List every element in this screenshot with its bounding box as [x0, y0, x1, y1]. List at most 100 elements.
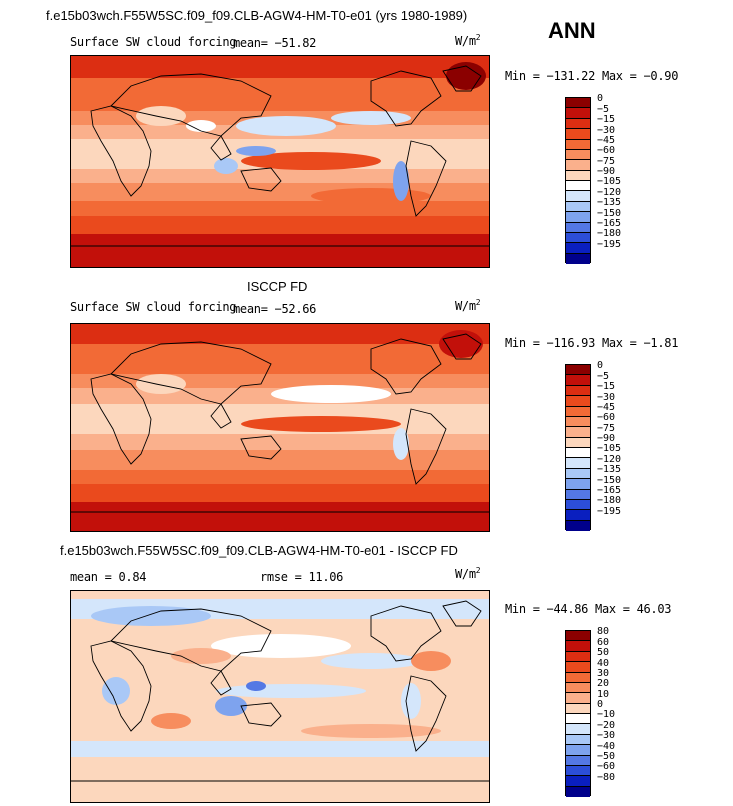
colorbar-diff-label: −80 — [597, 771, 616, 783]
colorbar-model-swatch — [566, 253, 590, 264]
colorbar-diff-swatch — [566, 776, 590, 787]
colorbar-obs-label: 0 — [597, 360, 604, 372]
colorbar-obs-label: −5 — [597, 370, 610, 382]
colorbar-diff-swatch — [566, 631, 590, 642]
season-label: ANN — [548, 18, 596, 43]
colorbar-obs-label: −90 — [597, 433, 616, 444]
colorbar-diff-label: 80 — [597, 626, 610, 638]
colorbar-obs-label: −45 — [597, 401, 616, 413]
panel-model-minmax: Min = −131.22 Max = −0.90 — [505, 69, 679, 83]
panel-model-units: W/m2 — [455, 33, 481, 48]
colorbar-obs-swatch — [566, 365, 590, 376]
panel-obs-variable: Surface SW cloud forcing — [70, 300, 237, 314]
colorbar-diff-label: −50 — [597, 750, 616, 762]
colorbar-model-swatch — [566, 98, 590, 109]
colorbar-model-label: −5 — [597, 103, 610, 115]
panel-diff-mean: mean = 0.84 — [70, 570, 147, 584]
panel-model-variable: Surface SW cloud forcing — [70, 35, 237, 49]
colorbar-diff-swatch — [566, 641, 590, 652]
colorbar-model-swatch — [566, 191, 590, 202]
colorbar-obs-swatch — [566, 448, 590, 459]
colorbar-diff-label: −20 — [597, 719, 616, 731]
map-diff-field — [71, 591, 489, 802]
colorbar-obs-cells — [566, 365, 590, 531]
colorbar-obs-swatch — [566, 458, 590, 469]
colorbar-model-label: −195 — [597, 238, 622, 250]
colorbar-diff-label: 30 — [597, 667, 610, 679]
colorbar-model-swatch — [566, 232, 590, 244]
panel-diff-rmse: rmse = 11.06 — [260, 570, 344, 584]
colorbar-diff-swatch — [566, 765, 590, 777]
colorbar-diff-label: 50 — [597, 647, 610, 659]
colorbar-obs-swatch — [566, 406, 590, 417]
panel-diff-units: W/m2 — [455, 566, 481, 581]
colorbar-diff-label: 20 — [597, 678, 610, 690]
colorbar-model-swatch — [566, 160, 590, 171]
colorbar-model — [565, 97, 591, 264]
colorbar-model-label: −15 — [597, 114, 616, 126]
colorbar-model-swatch — [566, 170, 590, 181]
colorbar-model-swatch — [566, 118, 590, 130]
colorbar-model-swatch — [566, 222, 590, 233]
colorbar-model-label: −90 — [597, 166, 616, 177]
colorbar-diff-label: −60 — [597, 761, 616, 773]
colorbar-diff-swatch — [566, 672, 590, 683]
colorbar-diff-swatch — [566, 651, 590, 663]
colorbar-obs-swatch — [566, 520, 590, 531]
colorbar-obs-label: −195 — [597, 505, 622, 517]
colorbar-diff-swatch — [566, 755, 590, 766]
colorbar-diff — [565, 630, 591, 797]
colorbar-obs-label: −165 — [597, 484, 622, 496]
colorbar-obs-label: −135 — [597, 464, 622, 476]
map-obs-field — [71, 324, 489, 531]
colorbar-diff-label: 60 — [597, 636, 610, 648]
colorbar-model-label: −105 — [597, 176, 622, 188]
colorbar-model-label: −150 — [597, 207, 622, 219]
colorbar-diff-swatch — [566, 734, 590, 746]
map-diff — [70, 590, 490, 803]
colorbar-obs-label: −180 — [597, 495, 622, 507]
map-model — [70, 55, 490, 268]
panel-obs-title: ISCCP FD — [247, 279, 308, 294]
colorbar-model-label: −135 — [597, 197, 622, 209]
colorbar-model-label: −30 — [597, 124, 616, 136]
colorbar-diff-label: 0 — [597, 699, 604, 710]
colorbar-model-label: −75 — [597, 155, 616, 167]
colorbar-model-label: −45 — [597, 134, 616, 146]
colorbar-obs — [565, 364, 591, 531]
map-model-field — [71, 56, 489, 267]
colorbar-obs-label: −60 — [597, 412, 616, 424]
colorbar-diff-swatch — [566, 724, 590, 735]
colorbar-model-swatch — [566, 149, 590, 161]
panel-obs-mean: mean= −52.66 — [233, 302, 317, 316]
colorbar-obs-swatch — [566, 416, 590, 428]
panel-diff-title: f.e15b03wch.F55W5SC.f09_f09.CLB-AGW4-HM-… — [60, 543, 458, 558]
colorbar-diff-swatch — [566, 682, 590, 694]
panel-diff-minmax: Min = −44.86 Max = 46.03 — [505, 602, 672, 616]
colorbar-diff-label: −30 — [597, 730, 616, 742]
colorbar-diff-cells — [566, 631, 590, 797]
colorbar-model-swatch — [566, 243, 590, 254]
colorbar-obs-label: −15 — [597, 381, 616, 393]
colorbar-model-label: −165 — [597, 217, 622, 229]
colorbar-obs-swatch — [566, 427, 590, 438]
colorbar-model-swatch — [566, 129, 590, 140]
colorbar-obs-swatch — [566, 437, 590, 448]
colorbar-obs-label: −105 — [597, 443, 622, 455]
colorbar-model-label: −180 — [597, 228, 622, 240]
colorbar-model-label: 0 — [597, 93, 604, 105]
colorbar-diff-swatch — [566, 786, 590, 797]
colorbar-model-cells — [566, 98, 590, 264]
map-obs — [70, 323, 490, 532]
colorbar-model-label: −60 — [597, 145, 616, 157]
colorbar-model-swatch — [566, 212, 590, 223]
colorbar-diff-swatch — [566, 703, 590, 714]
colorbar-obs-label: −75 — [597, 422, 616, 434]
colorbar-obs-swatch — [566, 396, 590, 407]
colorbar-obs-swatch — [566, 479, 590, 490]
colorbar-model-swatch — [566, 139, 590, 150]
colorbar-obs-swatch — [566, 510, 590, 521]
colorbar-obs-label: −120 — [597, 453, 622, 465]
colorbar-diff-swatch — [566, 693, 590, 704]
